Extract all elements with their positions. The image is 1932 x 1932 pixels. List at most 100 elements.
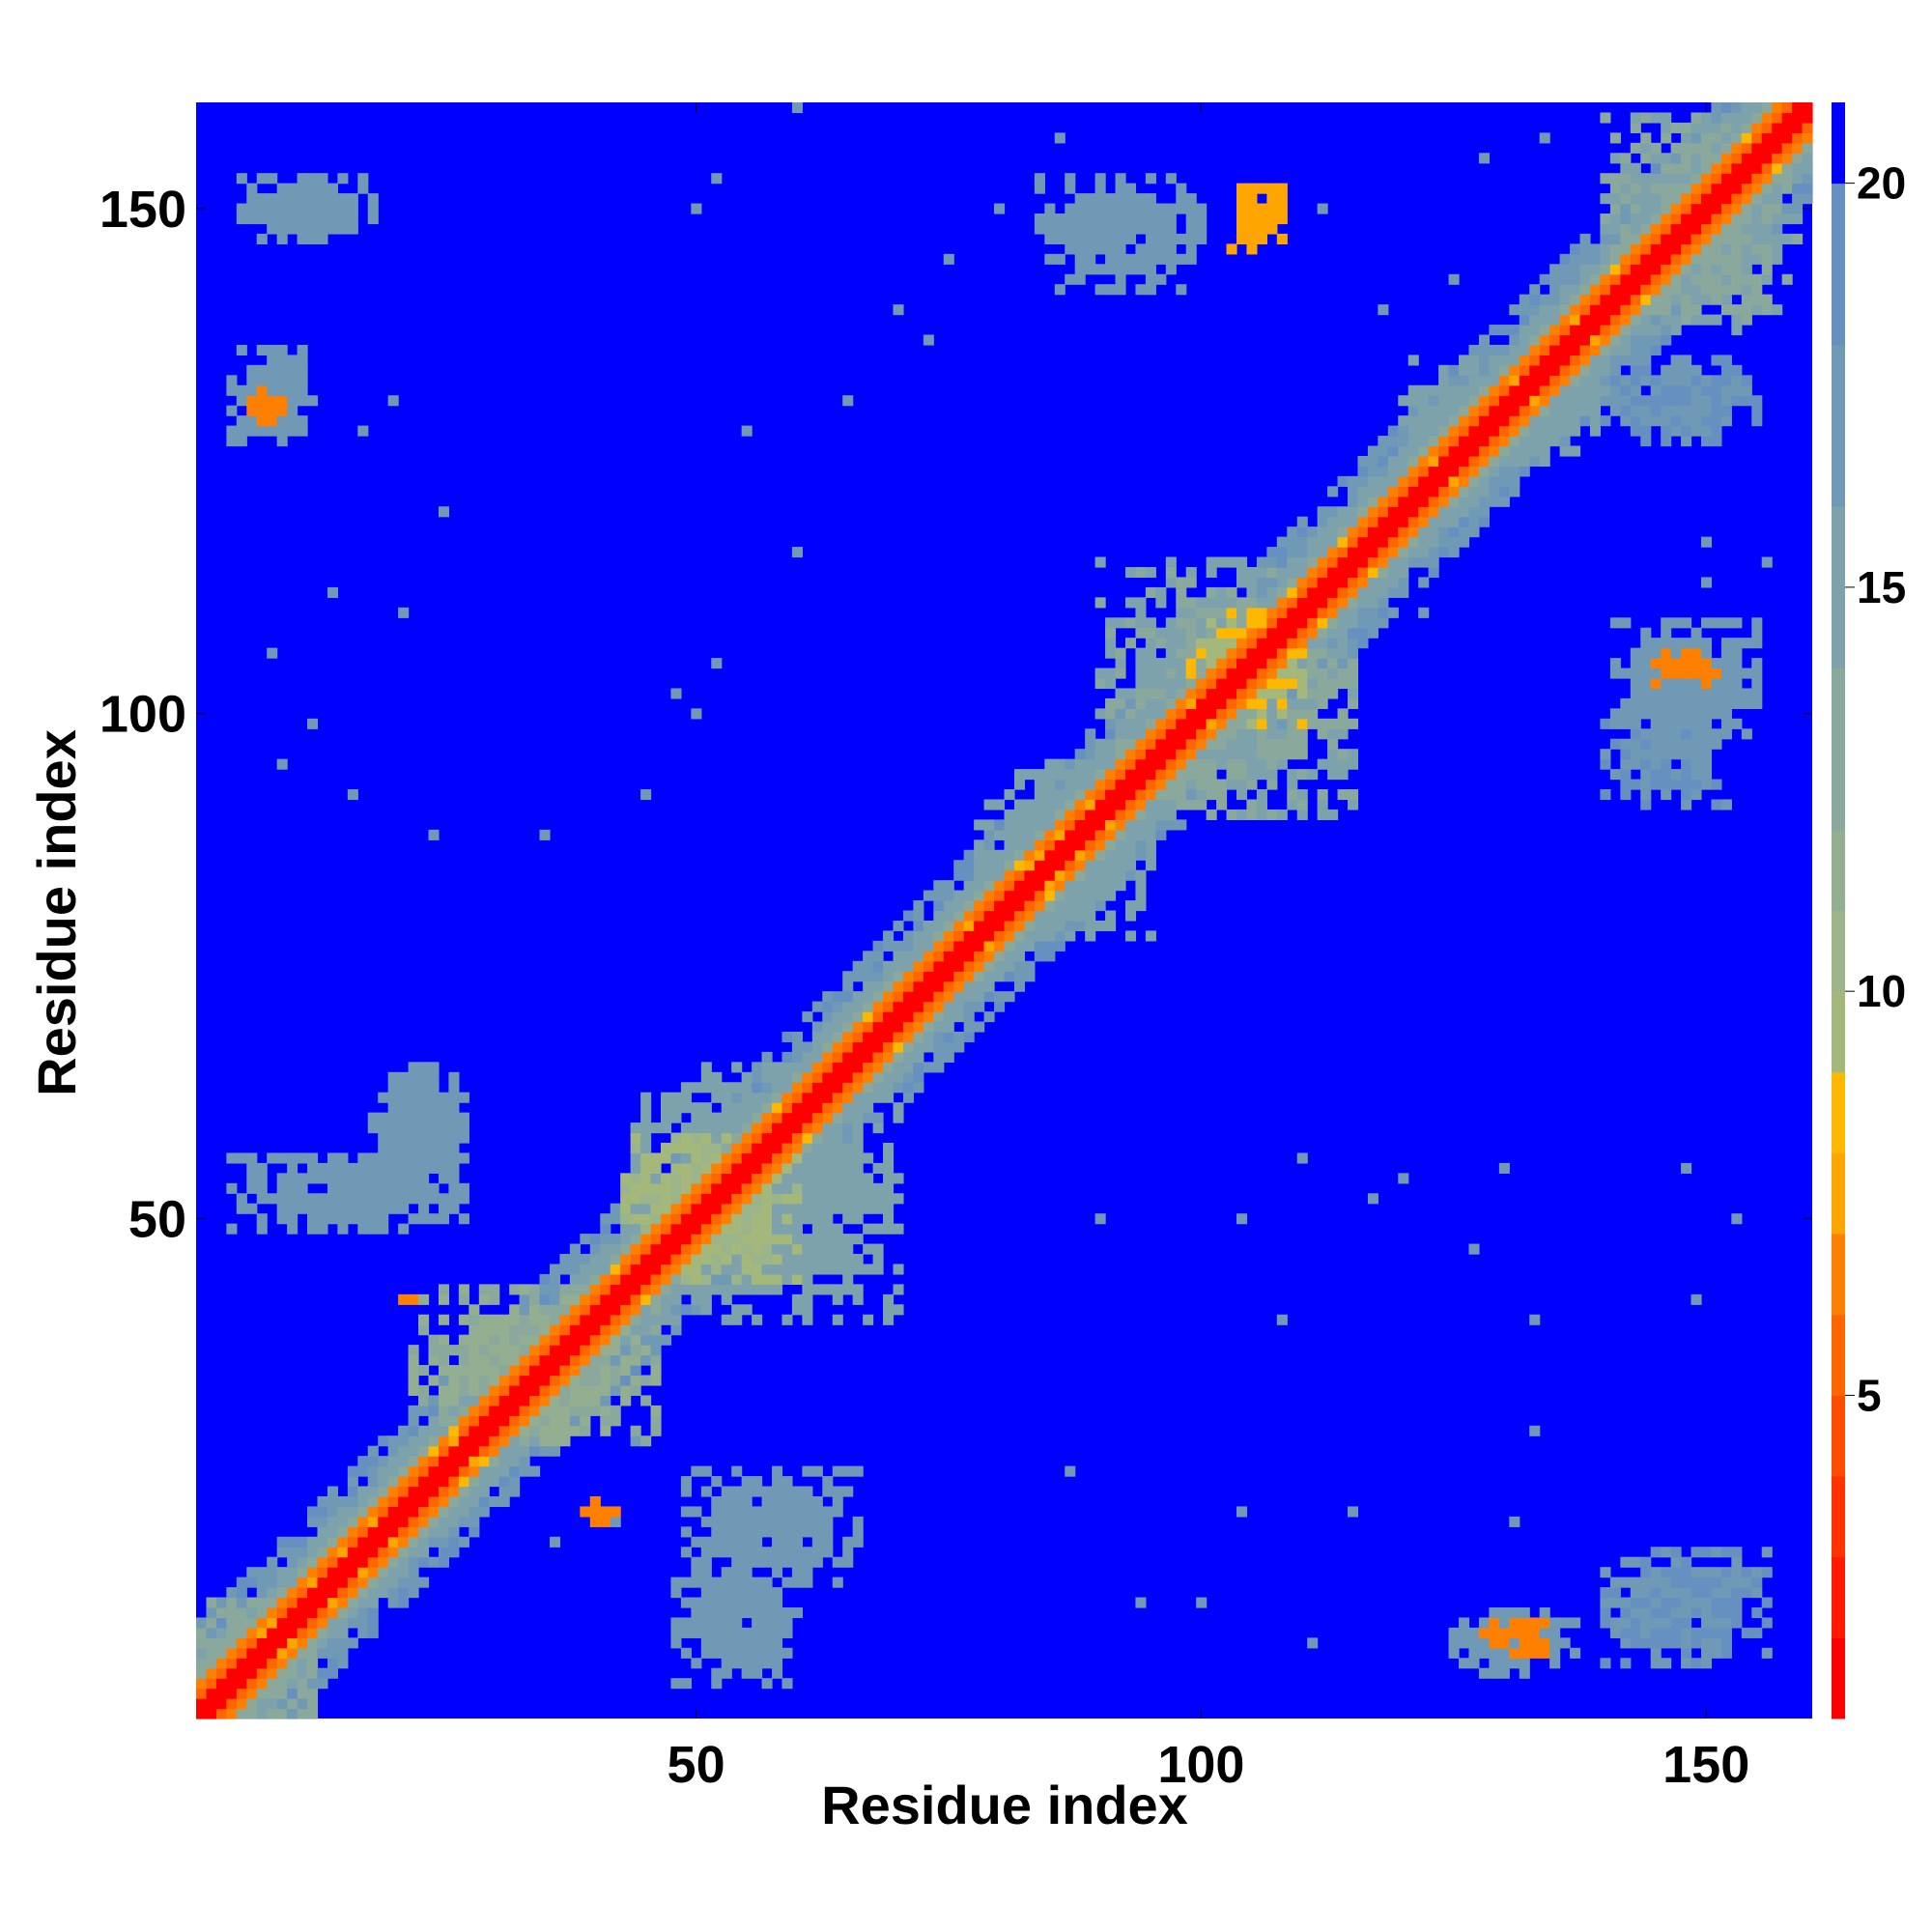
heatmap-cell xyxy=(752,1577,763,1588)
heatmap-cell xyxy=(1115,789,1126,801)
heatmap-cell xyxy=(1074,203,1086,214)
heatmap-cell xyxy=(1004,900,1015,912)
heatmap-cell xyxy=(1589,364,1602,376)
heatmap-cell xyxy=(1620,779,1632,790)
heatmap-cell xyxy=(1600,112,1611,124)
heatmap-cell xyxy=(1206,678,1217,690)
heatmap-cell xyxy=(267,1556,278,1568)
heatmap-cell xyxy=(943,951,954,962)
heatmap-cell xyxy=(1559,445,1571,457)
heatmap-cell xyxy=(357,1456,369,1467)
heatmap-cell xyxy=(610,1304,621,1316)
heatmap-cell xyxy=(1135,193,1147,205)
heatmap-cell xyxy=(872,1071,884,1083)
heatmap-cell xyxy=(387,1082,399,1094)
heatmap-cell xyxy=(1549,405,1561,416)
heatmap-cell xyxy=(1498,445,1510,457)
heatmap-cell xyxy=(529,1375,541,1386)
heatmap-cell xyxy=(1711,688,1722,699)
heatmap-cell xyxy=(1124,728,1137,740)
heatmap-cell xyxy=(711,1193,723,1205)
heatmap-cell xyxy=(660,1152,672,1164)
heatmap-cell xyxy=(529,1284,541,1295)
heatmap-cell xyxy=(741,1112,753,1123)
heatmap-cell xyxy=(974,920,985,932)
heatmap-cell xyxy=(1509,334,1520,346)
heatmap-cell xyxy=(923,1021,934,1033)
heatmap-cell xyxy=(1176,688,1187,699)
heatmap-cell xyxy=(256,1587,268,1599)
heatmap-cell xyxy=(1094,829,1106,840)
heatmap-cell xyxy=(1348,556,1359,568)
heatmap-cell xyxy=(1700,738,1713,750)
heatmap-cell xyxy=(1176,779,1187,790)
heatmap-cell xyxy=(1296,586,1308,598)
heatmap-cell xyxy=(1246,718,1258,729)
heatmap-cell xyxy=(1176,607,1187,618)
heatmap-cell xyxy=(276,223,288,235)
heatmap-cell xyxy=(1519,304,1530,316)
heatmap-cell xyxy=(893,1062,904,1073)
heatmap-cell xyxy=(246,1182,258,1194)
heatmap-cell xyxy=(1115,273,1126,285)
heatmap-cell xyxy=(256,425,268,437)
heatmap-cell xyxy=(772,1173,783,1184)
heatmap-cell xyxy=(883,1162,895,1174)
heatmap-cell xyxy=(1348,799,1359,810)
heatmap-cell xyxy=(1145,738,1156,750)
heatmap-cell xyxy=(822,1062,834,1073)
heatmap-cell xyxy=(772,1223,783,1235)
heatmap-cell xyxy=(367,1627,379,1638)
heatmap-cell xyxy=(1206,556,1217,568)
heatmap-cell xyxy=(1700,779,1713,790)
heatmap-cell xyxy=(1650,779,1662,790)
heatmap-cell xyxy=(509,1345,521,1356)
heatmap-cell xyxy=(206,1688,217,1699)
heatmap-cell xyxy=(781,1243,793,1255)
heatmap-cell xyxy=(448,1425,460,1436)
heatmap-cell xyxy=(1085,223,1096,235)
heatmap-cell xyxy=(1720,668,1732,679)
heatmap-cell xyxy=(1327,607,1339,618)
heatmap-cell xyxy=(1529,314,1541,326)
heatmap-cell xyxy=(1650,193,1662,205)
heatmap-cell xyxy=(509,1435,521,1447)
heatmap-cell xyxy=(327,1536,338,1548)
heatmap-cell xyxy=(1317,718,1328,729)
heatmap-cell xyxy=(1337,658,1349,669)
heatmap-cell xyxy=(1781,122,1793,133)
heatmap-cell xyxy=(287,1587,298,1599)
heatmap-cell xyxy=(752,1264,763,1275)
heatmap-cell xyxy=(1307,627,1319,639)
heatmap-cell xyxy=(1570,294,1581,305)
heatmap-cell xyxy=(438,1405,450,1416)
heatmap-cell xyxy=(630,1223,641,1235)
heatmap-cell xyxy=(297,1708,308,1719)
heatmap-cell xyxy=(1640,1606,1652,1619)
heatmap-cell xyxy=(832,1102,843,1114)
heatmap-cell xyxy=(1185,697,1197,709)
heatmap-cell xyxy=(438,1293,450,1305)
heatmap-cell xyxy=(1559,273,1571,285)
heatmap-cell xyxy=(1509,1658,1520,1669)
heatmap-cell xyxy=(1165,809,1177,820)
heatmap-cell xyxy=(1549,364,1561,376)
heatmap-cell xyxy=(1004,809,1015,820)
heatmap-cell xyxy=(1630,173,1641,185)
heatmap-cell xyxy=(438,1132,450,1144)
heatmap-cell xyxy=(994,991,1006,1003)
heatmap-cell xyxy=(236,1708,247,1719)
heatmap-cell xyxy=(600,1273,611,1285)
heatmap-cell xyxy=(1367,577,1378,588)
heatmap-cell xyxy=(1004,849,1015,861)
heatmap-cell xyxy=(267,1193,278,1205)
heatmap-cell xyxy=(1690,375,1702,386)
heatmap-cell xyxy=(994,203,1006,214)
heatmap-cell xyxy=(1711,1587,1722,1599)
heatmap-cell xyxy=(1670,364,1682,376)
heatmap-cell xyxy=(378,1556,389,1568)
heatmap-cell xyxy=(1013,910,1026,922)
heatmap-cell xyxy=(974,910,985,922)
heatmap-cell xyxy=(1236,758,1248,770)
y-tick-label: 50 xyxy=(128,1190,186,1248)
